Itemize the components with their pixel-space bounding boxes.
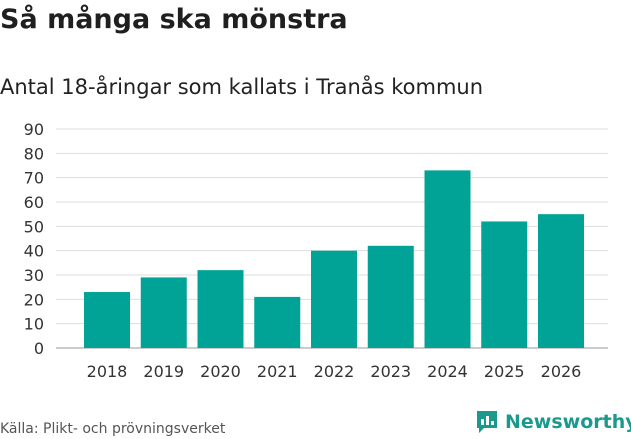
y-axis-ticks: 0 10 20 30 40 50 60 70 80 90 xyxy=(24,120,44,358)
x-tick-label: 2026 xyxy=(541,362,582,381)
y-tick-label: 50 xyxy=(24,217,44,236)
x-tick-label: 2020 xyxy=(200,362,241,381)
chart-subtitle: Antal 18-åringar som kallats i Tranås ko… xyxy=(0,75,484,99)
y-tick-label: 40 xyxy=(24,242,44,261)
bar-2022 xyxy=(311,250,357,348)
source-note: Källa: Plikt- och prövningsverket xyxy=(0,421,226,437)
bar-2025 xyxy=(481,221,528,348)
x-tick-label: 2019 xyxy=(143,362,184,381)
y-tick-label: 60 xyxy=(24,193,44,212)
y-tick-label: 70 xyxy=(24,169,44,188)
y-tick-label: 20 xyxy=(24,290,44,309)
bar-2020 xyxy=(197,270,244,348)
newsworthy-logo: Newsworthy xyxy=(475,408,631,436)
bar-2023 xyxy=(367,245,414,348)
bar-2021 xyxy=(254,296,301,348)
x-tick-label: 2021 xyxy=(257,362,298,381)
brand-name: Newsworthy xyxy=(505,411,631,433)
bar-2026 xyxy=(538,214,584,348)
bar-2018 xyxy=(84,292,130,348)
y-tick-label: 0 xyxy=(34,339,44,358)
bar-chart-speech-icon xyxy=(477,411,497,433)
x-tick-label: 2022 xyxy=(314,362,355,381)
y-tick-label: 30 xyxy=(24,266,44,285)
bar-chart: 0 10 20 30 40 50 60 70 80 90 2018 2019 2020 2021 2022… xyxy=(24,120,608,381)
x-tick-label: 2023 xyxy=(370,362,411,381)
chart-title: Så många ska mönstra xyxy=(0,4,348,35)
x-tick-label: 2024 xyxy=(427,362,468,381)
bars xyxy=(84,170,584,348)
bar-2024 xyxy=(424,170,471,348)
bar-2019 xyxy=(140,277,187,348)
y-tick-label: 80 xyxy=(24,144,44,163)
x-tick-label: 2018 xyxy=(87,362,128,381)
y-tick-label: 10 xyxy=(24,315,44,334)
x-axis-ticks: 2018 2019 2020 2021 2022 2023 2024 2025 2026 xyxy=(87,362,582,381)
y-tick-label: 90 xyxy=(24,120,44,139)
x-tick-label: 2025 xyxy=(484,362,525,381)
